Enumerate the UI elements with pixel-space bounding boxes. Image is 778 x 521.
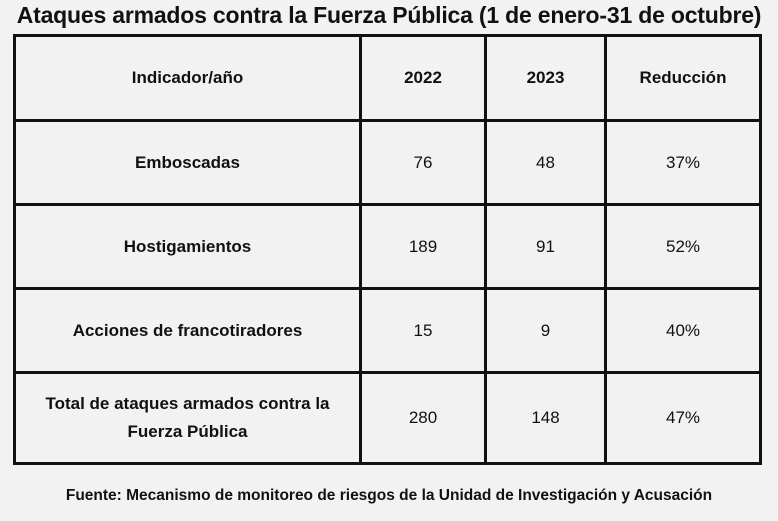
- value-2022: 76: [359, 119, 487, 206]
- value-reduction: 40%: [604, 287, 762, 374]
- header-indicator: Indicador/año: [13, 34, 362, 122]
- table-header-row: Indicador/año 2022 2023 Reducción: [13, 34, 762, 122]
- table-row-total: Total de ataques armados contra la Fuerz…: [13, 371, 762, 465]
- value-2023: 91: [484, 203, 607, 290]
- header-2023: 2023: [484, 34, 607, 122]
- attacks-table: Indicador/año 2022 2023 Reducción Embosc…: [13, 34, 762, 465]
- row-label: Acciones de francotiradores: [13, 287, 362, 374]
- table-row: Acciones de francotiradores 15 9 40%: [13, 287, 762, 374]
- value-reduction: 37%: [604, 119, 762, 206]
- value-2022: 189: [359, 203, 487, 290]
- header-reduction: Reducción: [604, 34, 762, 122]
- value-reduction: 47%: [604, 371, 762, 465]
- table-row: Emboscadas 76 48 37%: [13, 119, 762, 206]
- value-2022: 280: [359, 371, 487, 465]
- table-title: Ataques armados contra la Fuerza Pública…: [16, 2, 762, 28]
- header-2022: 2022: [359, 34, 487, 122]
- source-note: Fuente: Mecanismo de monitoreo de riesgo…: [65, 487, 713, 504]
- value-2023: 148: [484, 371, 607, 465]
- row-label: Emboscadas: [13, 119, 362, 206]
- value-reduction: 52%: [604, 203, 762, 290]
- value-2023: 9: [484, 287, 607, 374]
- row-label: Hostigamientos: [13, 203, 362, 290]
- value-2022: 15: [359, 287, 487, 374]
- value-2023: 48: [484, 119, 607, 206]
- row-label: Total de ataques armados contra la Fuerz…: [13, 371, 362, 465]
- table-row: Hostigamientos 189 91 52%: [13, 203, 762, 290]
